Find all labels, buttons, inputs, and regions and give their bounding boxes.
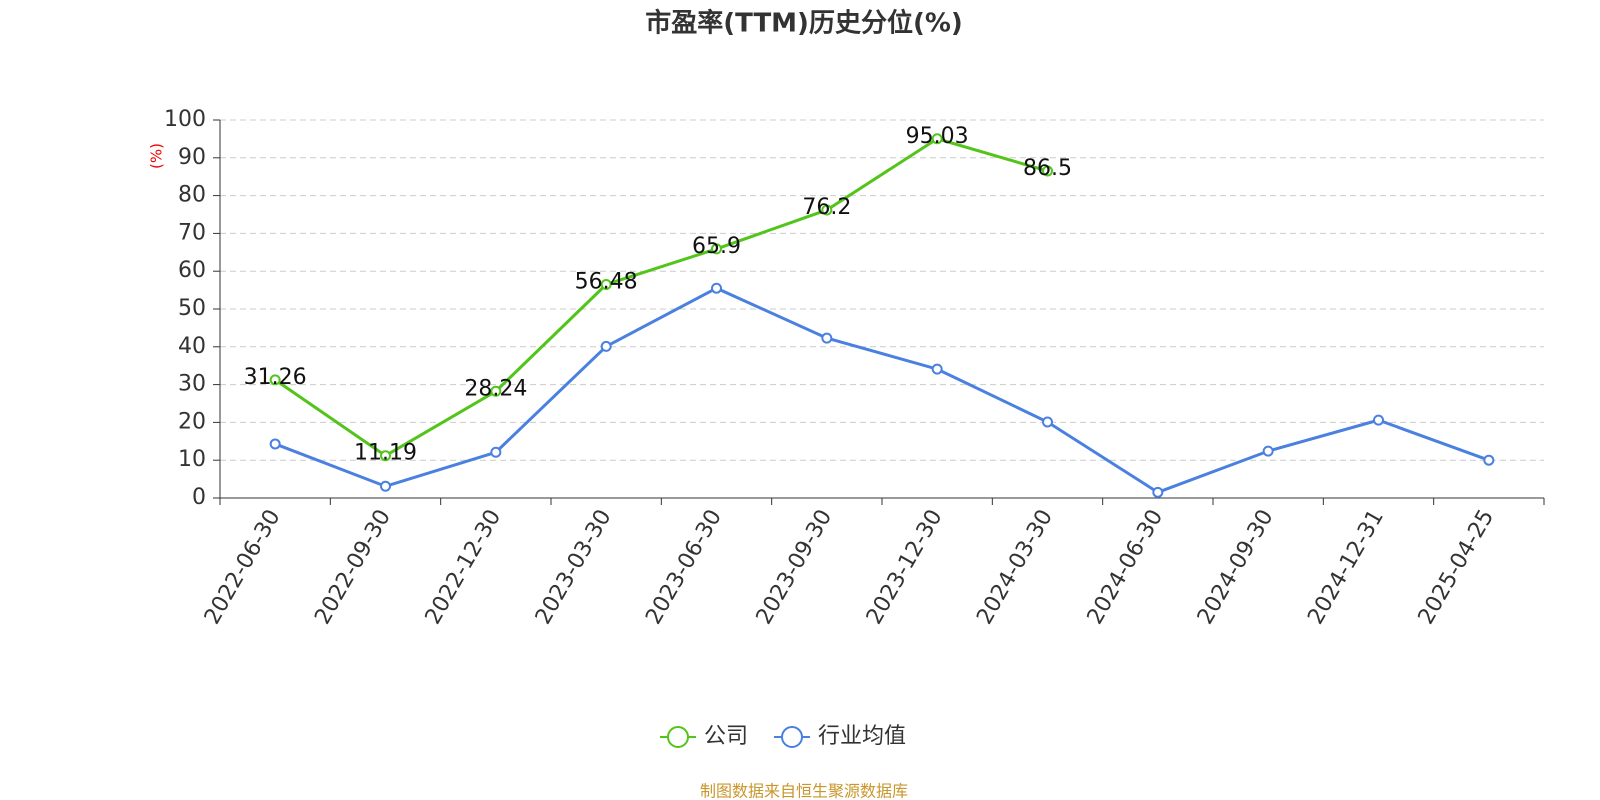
point — [1373, 414, 1384, 426]
y-tick-label: 90 — [178, 145, 206, 170]
point — [931, 363, 943, 375]
x-tick-label: 2023-09-30 — [752, 506, 838, 629]
point — [821, 332, 833, 344]
point — [1152, 486, 1164, 498]
x-tick-label: 2022-12-30 — [421, 506, 507, 629]
y-tick-label: 30 — [178, 372, 206, 397]
source-note: 制图数据来自恒生聚源数据库 — [700, 782, 908, 800]
point — [1042, 416, 1053, 428]
y-tick-label: 10 — [178, 447, 206, 472]
point — [711, 243, 722, 255]
data-label: 86.5 — [1023, 156, 1072, 181]
legend-marker — [781, 726, 804, 748]
series-line — [274, 286, 1490, 494]
data-label: 56.48 — [575, 270, 638, 295]
point — [269, 374, 281, 386]
data-label: 28.24 — [464, 376, 527, 401]
point — [380, 450, 391, 462]
y-tick-label: 50 — [178, 296, 206, 321]
point — [1262, 445, 1274, 457]
data-label: 11.19 — [354, 441, 417, 466]
x-tick-label: 2025-04-25 — [1414, 506, 1500, 629]
point — [1483, 454, 1495, 466]
point — [711, 282, 722, 294]
point — [821, 204, 833, 216]
chart-title: 市盈率(TTM)历史分位(%) — [645, 8, 963, 39]
point — [490, 446, 502, 458]
point — [1042, 165, 1053, 177]
legend-label: 公司 — [704, 724, 748, 749]
point — [600, 340, 612, 352]
x-tick-label: 2023-06-30 — [641, 506, 727, 629]
data-label: 31.26 — [244, 365, 307, 390]
data-label: 76.2 — [802, 195, 851, 220]
y-tick-label: 70 — [178, 220, 206, 245]
y-axis-label: (%) — [148, 143, 166, 169]
data-label: 95.03 — [906, 124, 969, 149]
x-tick-label: 2024-09-30 — [1193, 506, 1279, 629]
point — [600, 279, 612, 291]
x-tick-label: 2023-12-30 — [862, 506, 948, 629]
legend-marker — [667, 726, 689, 748]
y-tick-label: 20 — [178, 409, 206, 434]
x-tick-label: 2024-06-30 — [1083, 506, 1169, 629]
y-tick-label: 80 — [178, 183, 206, 208]
x-tick-label: 2022-06-30 — [200, 506, 286, 629]
series-line — [274, 137, 1048, 458]
x-tick-label: 2024-03-30 — [972, 506, 1058, 629]
y-tick-label: 40 — [178, 334, 206, 359]
x-tick-label: 2022-09-30 — [310, 506, 396, 629]
y-tick-label: 60 — [178, 258, 206, 283]
point — [269, 438, 281, 450]
y-tick-label: 0 — [192, 485, 206, 510]
x-tick-label: 2024-12-31 — [1303, 506, 1389, 629]
point — [380, 480, 391, 492]
y-tick-label: 100 — [164, 107, 206, 132]
point — [490, 385, 502, 397]
data-label: 65.9 — [692, 234, 741, 259]
x-tick-label: 2023-03-30 — [531, 506, 617, 629]
legend-label: 行业均值 — [818, 724, 906, 749]
point — [931, 133, 943, 145]
